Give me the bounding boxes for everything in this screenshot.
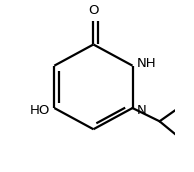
Text: HO: HO [29,104,50,117]
Text: N: N [137,104,147,117]
Text: O: O [88,4,99,17]
Text: NH: NH [137,57,157,70]
